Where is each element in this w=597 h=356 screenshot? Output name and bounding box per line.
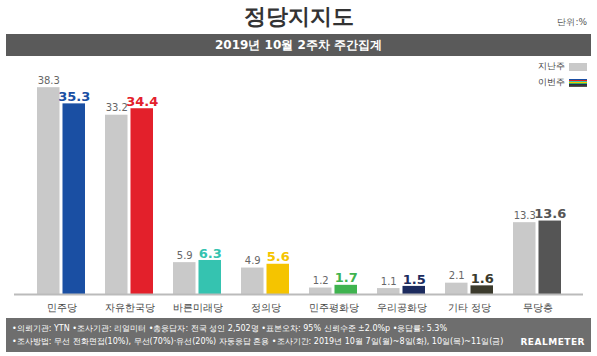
svg-text:34.4: 34.4 bbox=[126, 94, 158, 109]
html-text:지난주: 지난주 bbox=[538, 61, 565, 71]
html-text:정당지지도: 정당지지도 bbox=[243, 4, 354, 29]
svg-text:5.9: 5.9 bbox=[177, 250, 193, 261]
svg-text:우리공화당: 우리공화당 bbox=[377, 302, 427, 313]
svg-text:자유한국당: 자유한국당 bbox=[105, 302, 155, 313]
svg-text:2.1: 2.1 bbox=[449, 270, 465, 281]
svg-text:1.6: 1.6 bbox=[471, 271, 494, 286]
html-text:2019년 10월 2주차 주간집계: 2019년 10월 2주차 주간집계 bbox=[215, 38, 382, 52]
svg-text:38.3: 38.3 bbox=[38, 75, 60, 86]
svg-text:33.2: 33.2 bbox=[106, 102, 128, 113]
svg-text:6.3: 6.3 bbox=[199, 246, 222, 261]
svg-text:정의당: 정의당 bbox=[251, 302, 281, 313]
html-text:이번주: 이번주 bbox=[538, 77, 565, 87]
svg-text:기타 정당: 기타 정당 bbox=[448, 302, 491, 313]
svg-text:1.7: 1.7 bbox=[335, 270, 358, 285]
svg-text:1.1: 1.1 bbox=[381, 276, 397, 287]
svg-text:35.3: 35.3 bbox=[58, 89, 90, 104]
html-text:•의뢰기관: YTN •조사기관: 리얼미터 •총응답자:: •의뢰기관: YTN •조사기관: 리얼미터 •총응답자: 전국 성인 2,50… bbox=[12, 324, 447, 333]
svg-text:1.5: 1.5 bbox=[403, 272, 426, 287]
html-text:단위:%: 단위:% bbox=[557, 17, 587, 27]
svg-text:4.9: 4.9 bbox=[245, 255, 261, 266]
svg-text:1.2: 1.2 bbox=[313, 275, 329, 286]
svg-text:13.3: 13.3 bbox=[514, 210, 536, 221]
svg-text:민주평화당: 민주평화당 bbox=[309, 302, 359, 313]
svg-text:민주당: 민주당 bbox=[47, 302, 77, 313]
svg-text:13.6: 13.6 bbox=[534, 206, 566, 221]
svg-text:무당층: 무당층 bbox=[523, 302, 553, 313]
html-text:•조사방법: 무선 전화면접(10%), 무선(70%)·유: •조사방법: 무선 전화면접(10%), 무선(70%)·유선(20%) 자동응… bbox=[12, 337, 504, 346]
html-text:REALMETER: REALMETER bbox=[520, 337, 585, 347]
svg-text:5.6: 5.6 bbox=[267, 249, 290, 264]
svg-text:바른미래당: 바른미래당 bbox=[173, 302, 223, 313]
